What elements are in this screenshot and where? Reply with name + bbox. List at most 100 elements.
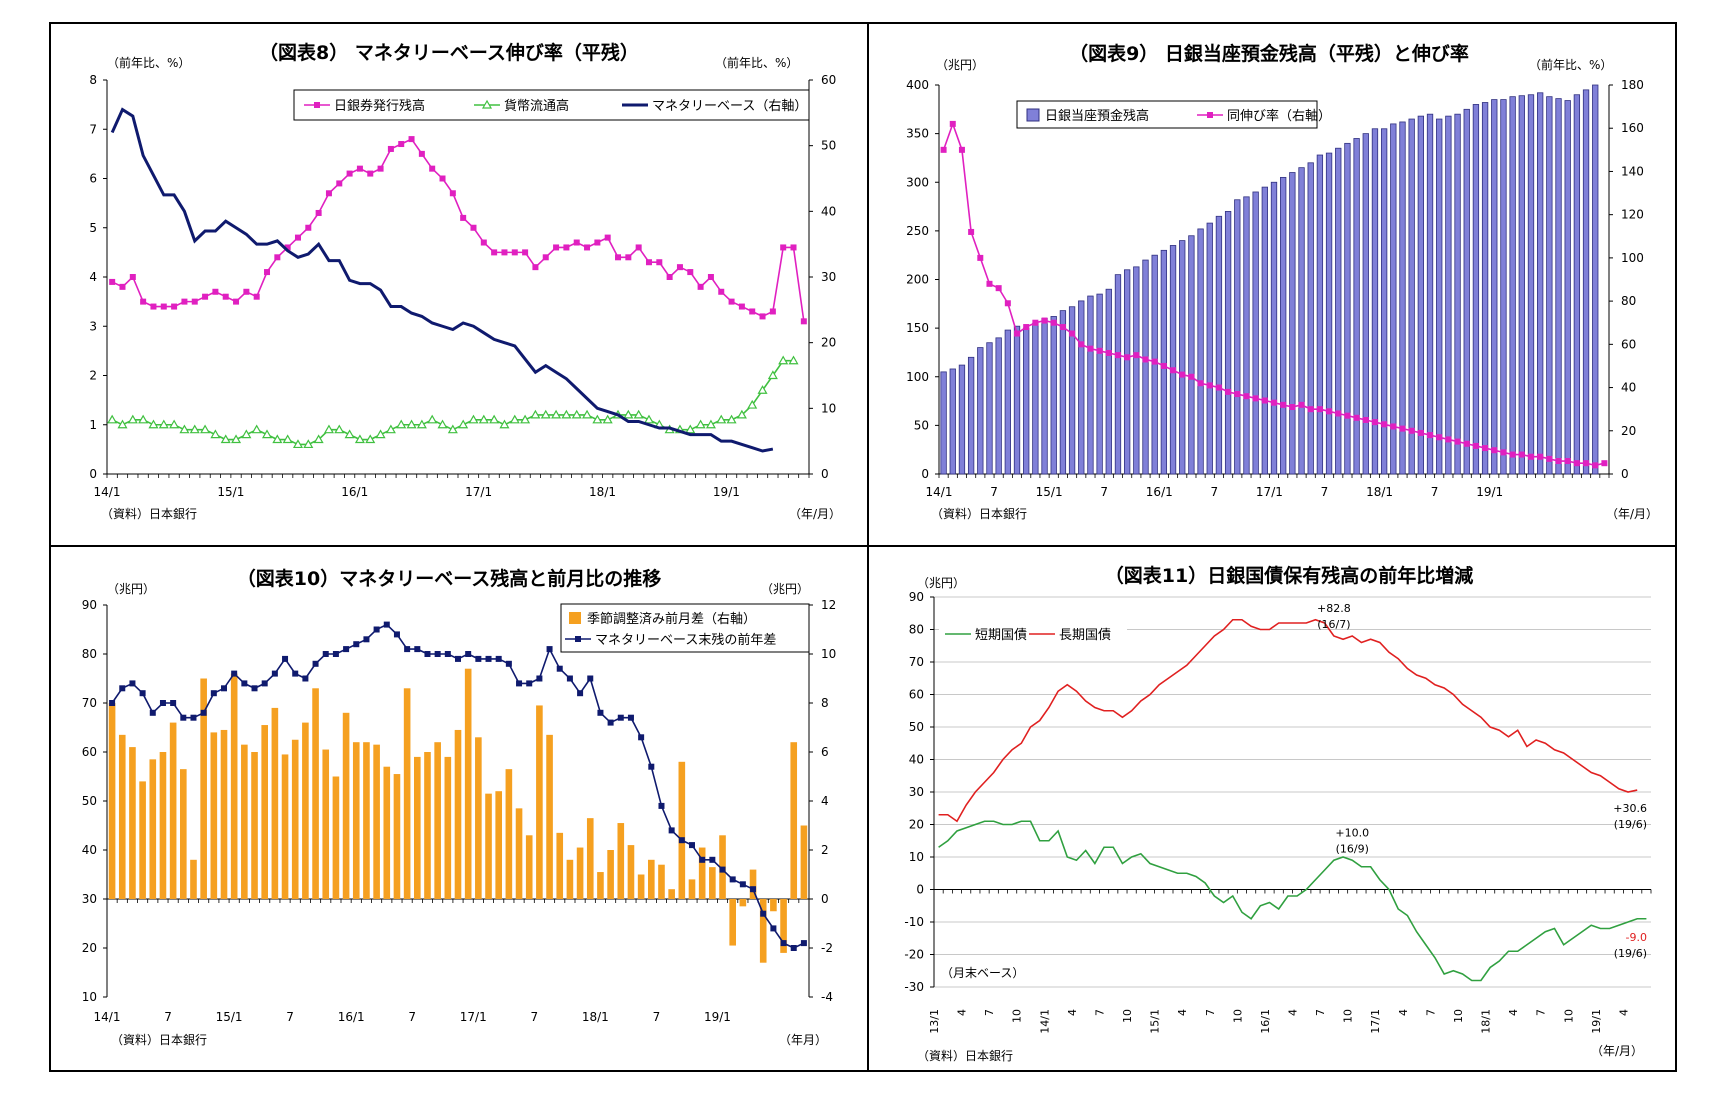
bar <box>1270 181 1278 475</box>
data-point <box>1280 401 1287 408</box>
data-point <box>719 866 726 873</box>
legend-label: 長期国債 <box>1059 628 1111 643</box>
data-point <box>800 940 807 947</box>
data-point <box>231 670 238 677</box>
y-right-tick-label: 40 <box>821 204 836 218</box>
x-tick-label: 7 <box>983 1009 996 1016</box>
y-right-tick-label: 20 <box>1621 424 1636 438</box>
data-point <box>210 429 221 439</box>
annotation-date: (19/6) <box>1614 818 1647 831</box>
x-axis-unit: （年/月） <box>1591 1044 1643 1058</box>
bar <box>790 742 798 899</box>
y-left-tick-label: 30 <box>909 785 924 799</box>
bar <box>1133 266 1140 475</box>
data-point <box>251 685 258 692</box>
data-point <box>551 409 562 419</box>
x-tick-label: 7 <box>1100 485 1108 499</box>
bar <box>1252 191 1259 475</box>
data-point <box>577 690 584 697</box>
data-point <box>1335 410 1342 417</box>
data-point <box>1564 458 1571 465</box>
bar <box>251 752 258 899</box>
bar <box>108 703 116 899</box>
bar <box>536 705 543 899</box>
data-point <box>1059 324 1066 331</box>
annotation-date: (16/7) <box>1317 618 1350 631</box>
data-point <box>383 621 390 628</box>
bar <box>230 673 238 899</box>
bar <box>1023 327 1030 475</box>
bar <box>1188 235 1195 475</box>
data-point <box>1160 362 1167 369</box>
bar <box>1380 128 1388 475</box>
data-point <box>1261 397 1268 404</box>
data-point <box>485 655 492 662</box>
bar <box>1426 113 1434 475</box>
y-left-tick-label: 150 <box>906 321 929 335</box>
data-point <box>602 414 613 424</box>
bar <box>1573 94 1581 475</box>
bar <box>1280 176 1287 475</box>
data-point <box>1463 440 1470 447</box>
bar <box>383 766 391 899</box>
bar <box>444 756 452 899</box>
data-point <box>553 244 560 251</box>
bar <box>1582 89 1590 475</box>
data-point <box>532 264 539 271</box>
x-tick-label: 7 <box>1204 1009 1217 1016</box>
x-axis-unit: （年月） <box>779 1033 827 1047</box>
x-tick-label: 19/1 <box>713 485 740 499</box>
left-axis-unit: （前年比、%） <box>107 55 190 70</box>
y-left-tick-label: 8 <box>89 73 97 87</box>
x-tick-label: 18/1 <box>1480 1009 1493 1034</box>
legend-label: 貨幣流通高 <box>504 98 569 114</box>
legend-marker <box>481 99 493 109</box>
data-point <box>1142 356 1149 363</box>
chart-title: （図表10）マネタリーベース残高と前月比の推移 <box>237 567 662 590</box>
y-left-tick-label: 40 <box>82 843 97 857</box>
data-point <box>739 881 746 888</box>
chart-8-svg: 0 1 2 3 4 5 6 7 8 0 10 20 30 40 50 60 14/1 15/1 16/1 17/1 18… <box>89 41 841 521</box>
bar <box>586 818 594 899</box>
chart-panel-8: 0 1 2 3 4 5 6 7 8 0 10 20 30 40 50 60 14/1 15/1 16/1 17/1 18… <box>49 22 867 545</box>
x-tick-label: 18/1 <box>582 1010 609 1024</box>
x-tick-label: 7 <box>530 1010 538 1024</box>
data-point <box>220 434 231 444</box>
data-point <box>241 680 248 687</box>
x-tick-label: 18/1 <box>1366 485 1393 499</box>
x-tick-label: 4 <box>1287 1009 1300 1016</box>
data-point <box>119 685 126 692</box>
data-point <box>414 646 421 653</box>
data-point <box>1509 451 1516 458</box>
x-tick-label: 16/1 <box>1259 1009 1272 1034</box>
data-point <box>325 190 332 197</box>
data-point <box>303 439 314 449</box>
data-point <box>522 249 529 256</box>
data-point <box>1096 347 1103 354</box>
annotation-value: -9.0 <box>1626 931 1647 944</box>
data-point <box>1289 404 1296 411</box>
bar <box>1454 113 1461 475</box>
y-right-tick-label: 0 <box>1621 467 1629 481</box>
bar <box>190 859 197 899</box>
bar <box>525 835 533 899</box>
data-point <box>716 414 727 424</box>
bar <box>1289 172 1296 475</box>
y-left-tick-label: 50 <box>914 418 929 432</box>
data-point <box>365 434 376 444</box>
bar <box>1564 100 1571 475</box>
bar <box>1234 199 1241 475</box>
bar <box>1050 316 1057 475</box>
data-point <box>561 409 572 419</box>
bar <box>759 899 767 963</box>
bar <box>688 879 696 899</box>
chart-10-svg: 10 20 30 40 50 60 70 80 90 -4 -2 0 2 4 6 8 10 12 14/1 7 15/1… <box>82 567 837 1047</box>
data-point <box>375 429 386 439</box>
y-right-tick-label: 30 <box>821 270 836 284</box>
y-left-tick-label: 60 <box>82 745 97 759</box>
data-point <box>800 318 807 325</box>
data-point <box>460 214 467 221</box>
data-point <box>1527 453 1534 460</box>
bar <box>546 734 553 899</box>
data-point <box>424 651 431 657</box>
